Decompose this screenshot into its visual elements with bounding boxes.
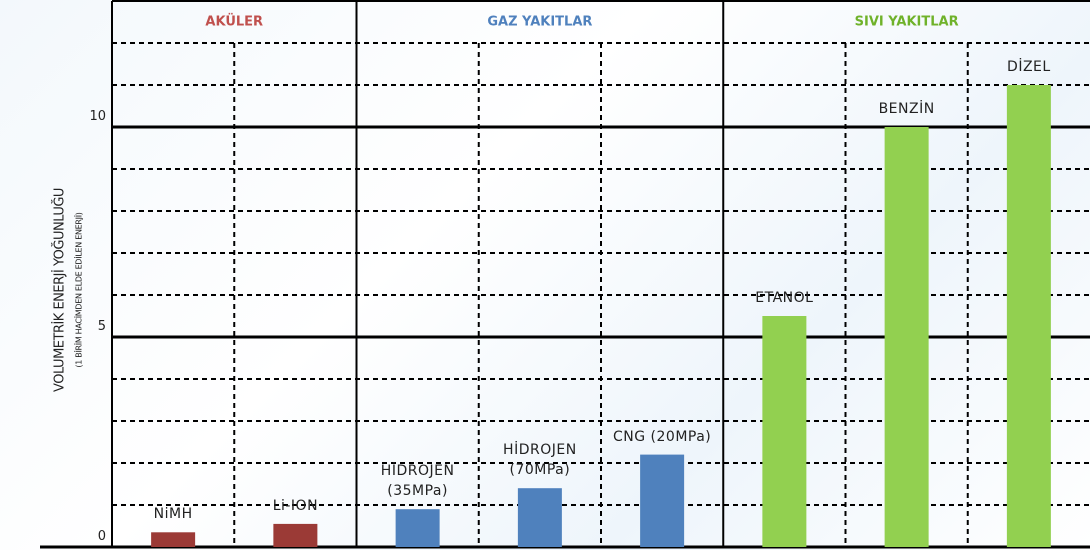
bar — [517, 488, 562, 547]
group-label: SIVI YAKITLAR — [854, 14, 959, 30]
bar — [884, 127, 929, 547]
bar-label: NiMH — [153, 506, 193, 523]
bar — [273, 523, 318, 547]
y-tick-label: 5 — [97, 319, 106, 334]
bar — [395, 509, 440, 547]
bar-label: HİDROJEN (70MPa) — [503, 442, 577, 479]
bar-label: HİDROJEN (35MPa) — [380, 463, 455, 500]
bar-label: BENZİN — [878, 101, 935, 117]
bar-label: CNG (20MPa) — [612, 428, 712, 445]
group-label: GAZ YAKITLAR — [487, 14, 593, 30]
bar — [1006, 85, 1051, 547]
bar — [762, 316, 807, 547]
bar-label: Li-ION — [272, 497, 319, 514]
y-tick-label: 10 — [89, 109, 106, 124]
bar-label: DİZEL — [1007, 59, 1051, 75]
y-axis-label: VOLUMETRİK ENERJİ YOĞUNLUĞU — [52, 188, 68, 392]
bar — [151, 532, 196, 547]
group-label: AKÜLER — [205, 14, 264, 30]
bar-label: ETANOL — [755, 290, 814, 306]
y-tick-label: 0 — [97, 529, 106, 544]
bar — [640, 454, 685, 547]
y-axis-sublabel: (1 BİRİM HACİMDEN ELDE EDİLEN ENERJİ) — [74, 212, 84, 368]
